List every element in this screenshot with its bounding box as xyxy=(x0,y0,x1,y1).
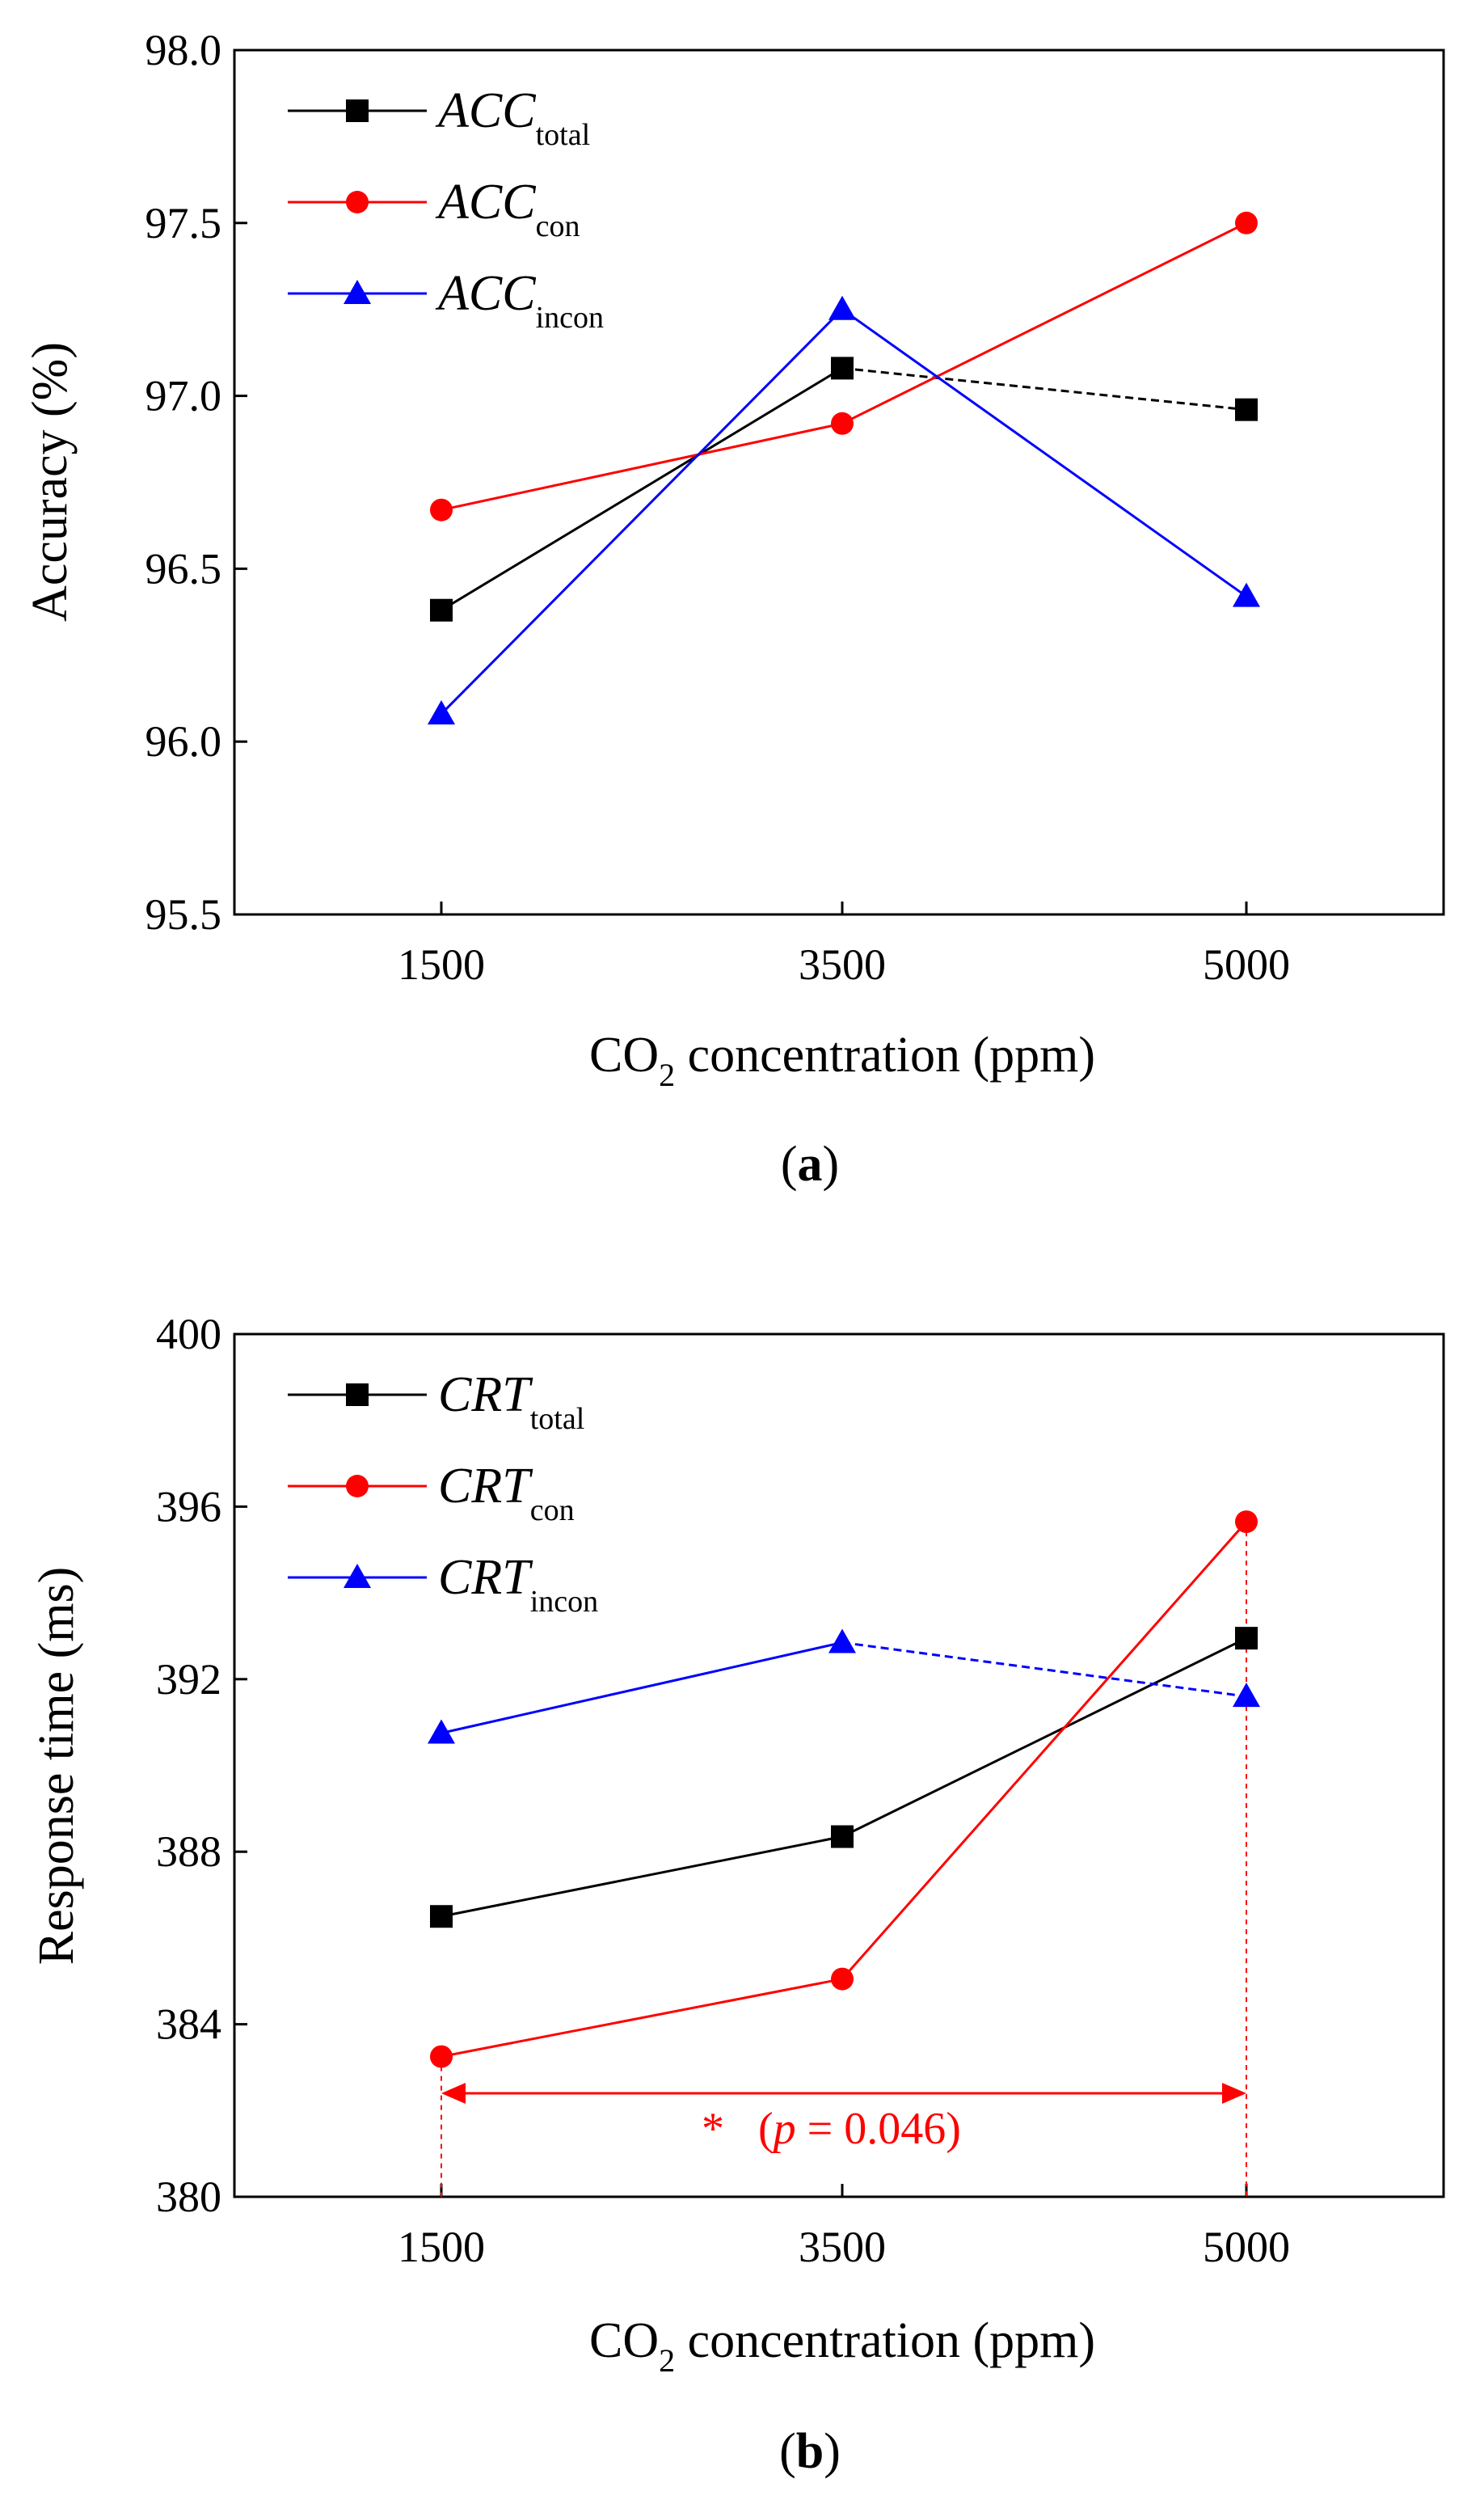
panel-label-a: (a) xyxy=(781,1137,839,1192)
data-point xyxy=(430,1905,453,1928)
data-point xyxy=(831,1967,854,1991)
x-tick-label: 5000 xyxy=(1203,940,1290,989)
x-ticks-b: 1500 3500 5000 xyxy=(398,2184,1290,2271)
series-b xyxy=(428,1510,1260,2068)
y-tick-label: 97.5 xyxy=(145,199,222,247)
legend-label: CRTcon xyxy=(438,1459,575,1527)
series-incon xyxy=(428,1628,1260,1744)
data-point xyxy=(1235,1510,1258,1534)
data-point xyxy=(1233,1683,1260,1708)
legend-marker xyxy=(346,99,369,122)
y-ticks-a: 95.5 96.0 96.5 97.0 97.5 98.0 xyxy=(145,26,247,939)
significance-star: * xyxy=(702,2104,724,2154)
y-axis-label-a: Accuracy (%) xyxy=(23,342,78,622)
series-line-segment xyxy=(841,366,1247,412)
plot-frame xyxy=(233,49,1445,916)
legend-marker xyxy=(346,1383,369,1406)
series-line-segment xyxy=(841,1521,1248,1980)
legend-marker xyxy=(344,280,371,304)
series-line-segment xyxy=(841,222,1247,425)
legend-item-con: ACCcon xyxy=(288,175,580,243)
data-point xyxy=(828,1628,856,1653)
legend-label: ACCcon xyxy=(435,175,580,243)
series-total xyxy=(430,1627,1258,1928)
y-tick-label: 384 xyxy=(156,2000,221,2049)
x-tick-label: 1500 xyxy=(398,940,485,989)
series-line-segment xyxy=(441,367,843,611)
legend-item-incon: CRTincon xyxy=(288,1550,598,1619)
data-point xyxy=(1233,582,1260,607)
y-axis-label-b: Response time (ms) xyxy=(29,1567,84,1966)
series-a xyxy=(428,211,1260,724)
chart-panel-b: 380 384 388 392 396 400 1500 3500 5000 * (p = 0.… xyxy=(29,1310,1445,2479)
y-tick-label: 95.5 xyxy=(145,890,222,939)
axis-frame-a xyxy=(233,49,1445,916)
series-incon xyxy=(428,295,1260,724)
arrowhead-right xyxy=(1222,2082,1246,2104)
annotation-guides-b xyxy=(441,1522,1247,2197)
data-point xyxy=(428,699,455,724)
legend-marker xyxy=(346,191,369,213)
y-tick-label: 380 xyxy=(156,2173,221,2221)
legend-marker xyxy=(344,1564,371,1588)
series-line-segment xyxy=(441,1641,843,1734)
data-point xyxy=(831,1825,854,1848)
legend-item-total: CRTtotal xyxy=(288,1367,584,1436)
y-tick-label: 98.0 xyxy=(145,26,222,74)
x-ticks-a: 1500 3500 5000 xyxy=(398,902,1290,989)
data-point xyxy=(831,412,854,435)
chart-panel-a: 95.5 96.0 96.5 97.0 97.5 98.0 1500 3500 5000 AC… xyxy=(23,26,1445,1192)
data-point xyxy=(430,2045,453,2068)
data-point xyxy=(1235,211,1258,234)
legend-item-total: ACCtotal xyxy=(288,83,590,152)
x-tick-label: 3500 xyxy=(799,2223,886,2271)
series-line-segment xyxy=(841,1636,1247,1838)
x-tick-label: 3500 xyxy=(799,940,886,989)
y-tick-label: 392 xyxy=(156,1655,221,1704)
series-line-segment xyxy=(841,1641,1247,1698)
significance-annotation: * (p = 0.046) xyxy=(441,2082,1246,2154)
x-tick-label: 1500 xyxy=(398,2223,485,2271)
series-con xyxy=(430,211,1258,522)
data-point xyxy=(428,1719,455,1744)
series-line-segment xyxy=(440,308,844,716)
x-tick-label: 5000 xyxy=(1203,2223,1290,2271)
legend-label: ACCincon xyxy=(435,266,604,335)
series-line-segment xyxy=(441,1978,843,2059)
series-line-segment xyxy=(441,1835,843,1918)
data-point xyxy=(430,598,453,622)
legend-label: CRTtotal xyxy=(438,1367,584,1436)
x-axis-label-a: CO2 concentration (ppm) xyxy=(589,1028,1095,1093)
series-line-segment xyxy=(441,422,843,512)
y-tick-label: 400 xyxy=(156,1310,221,1358)
legend-label: CRTincon xyxy=(438,1550,598,1619)
data-point xyxy=(828,295,856,320)
series-total xyxy=(430,357,1258,622)
legend-marker xyxy=(346,1475,369,1497)
y-tick-label: 96.5 xyxy=(145,544,222,593)
data-point xyxy=(831,357,854,380)
arrowhead-left xyxy=(441,2082,466,2104)
y-tick-label: 96.0 xyxy=(145,717,222,766)
p-value-label: (p = 0.046) xyxy=(758,2104,961,2154)
legend-b: CRTtotal CRTcon CRTincon xyxy=(288,1367,598,1619)
plot-frame xyxy=(233,1332,1445,2198)
legend-a: ACCtotal ACCcon ACCincon xyxy=(288,83,604,335)
series-con xyxy=(430,1510,1258,2068)
series-line-segment xyxy=(841,308,1247,598)
legend-item-incon: ACCincon xyxy=(288,266,604,335)
axis-frame-b xyxy=(233,1332,1445,2198)
y-ticks-b: 380 384 388 392 396 400 xyxy=(156,1310,247,2221)
legend-item-con: CRTcon xyxy=(288,1459,575,1527)
y-tick-label: 97.0 xyxy=(145,372,222,420)
data-point xyxy=(1235,1627,1258,1650)
x-axis-label-b: CO2 concentration (ppm) xyxy=(589,2313,1095,2379)
panel-label-b: (b) xyxy=(779,2424,841,2479)
y-tick-label: 396 xyxy=(156,1482,221,1531)
legend-label: ACCtotal xyxy=(435,83,590,152)
data-point xyxy=(1235,398,1258,421)
y-tick-label: 388 xyxy=(156,1827,221,1876)
data-point xyxy=(430,498,453,522)
